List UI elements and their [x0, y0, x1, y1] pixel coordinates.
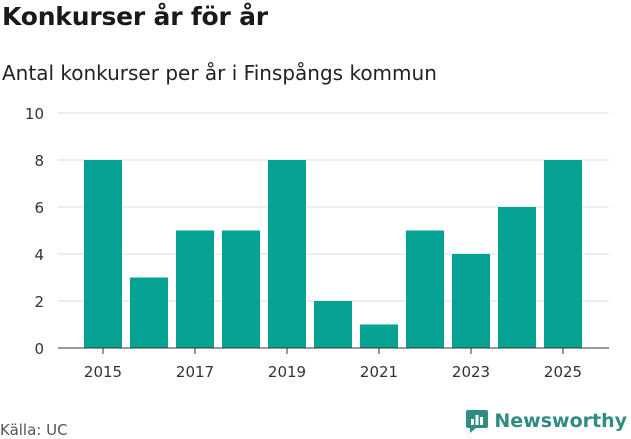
y-tick-label: 2 [34, 293, 44, 311]
bar-2021 [360, 324, 398, 348]
x-tick-label: 2017 [176, 363, 214, 381]
brand-name: Newsworthy [494, 410, 627, 432]
bar-2024 [498, 207, 536, 348]
x-tick-label: 2019 [268, 363, 306, 381]
y-tick-label: 8 [34, 152, 44, 170]
y-tick-label: 0 [34, 340, 44, 358]
bar-2018 [222, 230, 260, 348]
bar-2017 [176, 230, 214, 348]
y-axis-ticks: 0 2 4 6 8 10 [25, 105, 44, 358]
x-tick-label: 2021 [360, 363, 398, 381]
bar-2022 [406, 230, 444, 348]
y-tick-label: 4 [34, 246, 44, 264]
x-tick-label: 2025 [544, 363, 582, 381]
bar-2023 [452, 254, 490, 348]
x-tick-label: 2015 [84, 363, 122, 381]
bar-2025 [544, 160, 582, 348]
brand-logo-group: Newsworthy [466, 408, 627, 434]
bar-2020 [314, 301, 352, 348]
x-axis-ticks: 2015 2017 2019 2021 2023 2025 [84, 348, 582, 381]
chart-subtitle: Antal konkurser per år i Finspångs kommu… [2, 61, 437, 85]
bar-2015 [84, 160, 122, 348]
x-tick-label: 2023 [452, 363, 490, 381]
bar-2016 [130, 277, 168, 348]
newsworthy-logo-icon [466, 410, 489, 433]
y-tick-label: 6 [34, 199, 44, 217]
source-note: Källa: UC [0, 421, 68, 439]
bars [84, 160, 582, 348]
bar-chart: 0 2 4 6 8 10 2015 2017 2019 2021 2023 2025 [25, 105, 609, 381]
y-tick-label: 10 [25, 105, 44, 123]
chart-title: Konkurser år för år [2, 2, 268, 31]
bar-2019 [268, 160, 306, 348]
